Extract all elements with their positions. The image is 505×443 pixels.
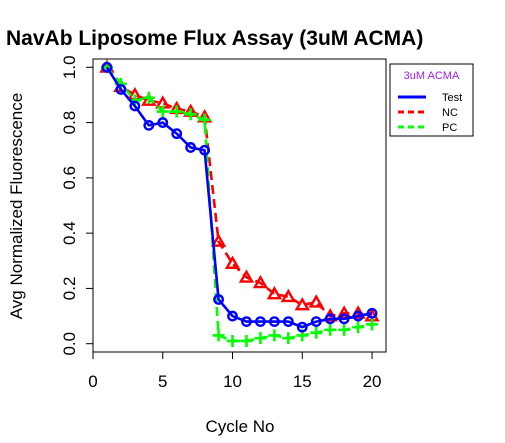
data-point-test [143,119,155,131]
data-point-test [282,316,294,327]
data-point-pc [156,105,169,118]
data-point-test [338,313,350,325]
data-point-nc [336,305,352,319]
y-tick-label: 0.0 [60,332,79,356]
legend-box [389,63,474,137]
y-tick-label: 0.8 [60,111,79,135]
x-axis-label: Cycle No [206,417,275,436]
data-point-test [171,128,183,140]
data-point-pc [352,321,365,334]
x-tick-label: 5 [158,372,167,391]
y-tick-label: 0.2 [60,277,79,301]
data-point-test [129,100,141,112]
legend-title: 3uM ACMA [404,70,460,82]
data-point-pc [142,91,155,104]
data-point-nc [308,294,324,308]
data-point-test [101,61,113,73]
data-point-test [268,316,280,327]
data-point-test [241,316,252,327]
x-tick-label: 10 [223,372,242,391]
data-point-test [352,310,364,322]
data-point-pc [338,323,351,336]
data-point-nc [238,269,255,283]
data-point-test [213,294,224,305]
legend-label-test: Test [442,92,462,104]
data-point-test [115,84,127,95]
data-point-pc [254,332,267,345]
chart-title: NavAb Liposome Flux Assay (3uM ACMA) [6,27,423,50]
plot-frame [92,58,387,353]
y-axis-label: Avg Normalized Fluorescence [7,93,26,319]
data-point-pc [268,329,281,342]
x-tick-label: 0 [88,372,97,391]
data-point-test [310,316,322,327]
data-point-test [157,117,169,128]
y-tick-label: 0.4 [60,221,79,245]
data-point-pc [212,329,225,342]
data-point-test [366,307,378,319]
data-point-test [199,144,211,156]
data-point-pc [366,318,379,331]
data-point-pc [324,323,337,336]
data-point-test [324,313,336,325]
data-point-pc [170,105,183,118]
data-point-pc [310,326,323,339]
legend-label-nc: NC [442,107,458,119]
legend: 3uM ACMA Test NC PC [389,63,474,137]
data-point-nc [210,233,227,247]
data-point-nc [280,288,297,303]
series-line-test [105,66,373,329]
data-point-test [227,310,238,322]
data-point-pc [282,332,295,345]
data-point-nc [224,255,241,269]
data-point-pc [198,113,211,126]
legend-label-pc: PC [442,122,457,134]
data-point-nc [266,285,283,300]
y-tick-label: 1.0 [60,55,79,79]
data-point-test [255,316,266,327]
data-point-pc [240,334,253,347]
data-point-pc [226,334,239,347]
plot-area: 0 5 10 15 20 0.0 0.2 0.4 0.6 0.8 1.0 [60,55,387,391]
x-tick-label: 15 [293,372,312,391]
series-line-pc [105,66,373,343]
data-point-test [185,142,197,153]
x-tick-label: 20 [363,372,382,391]
data-point-nc [252,274,269,289]
plot-series [99,59,380,347]
data-point-test [296,321,308,333]
y-tick-label: 0.6 [60,166,79,190]
data-point-pc [184,108,197,121]
data-point-nc [294,296,310,311]
